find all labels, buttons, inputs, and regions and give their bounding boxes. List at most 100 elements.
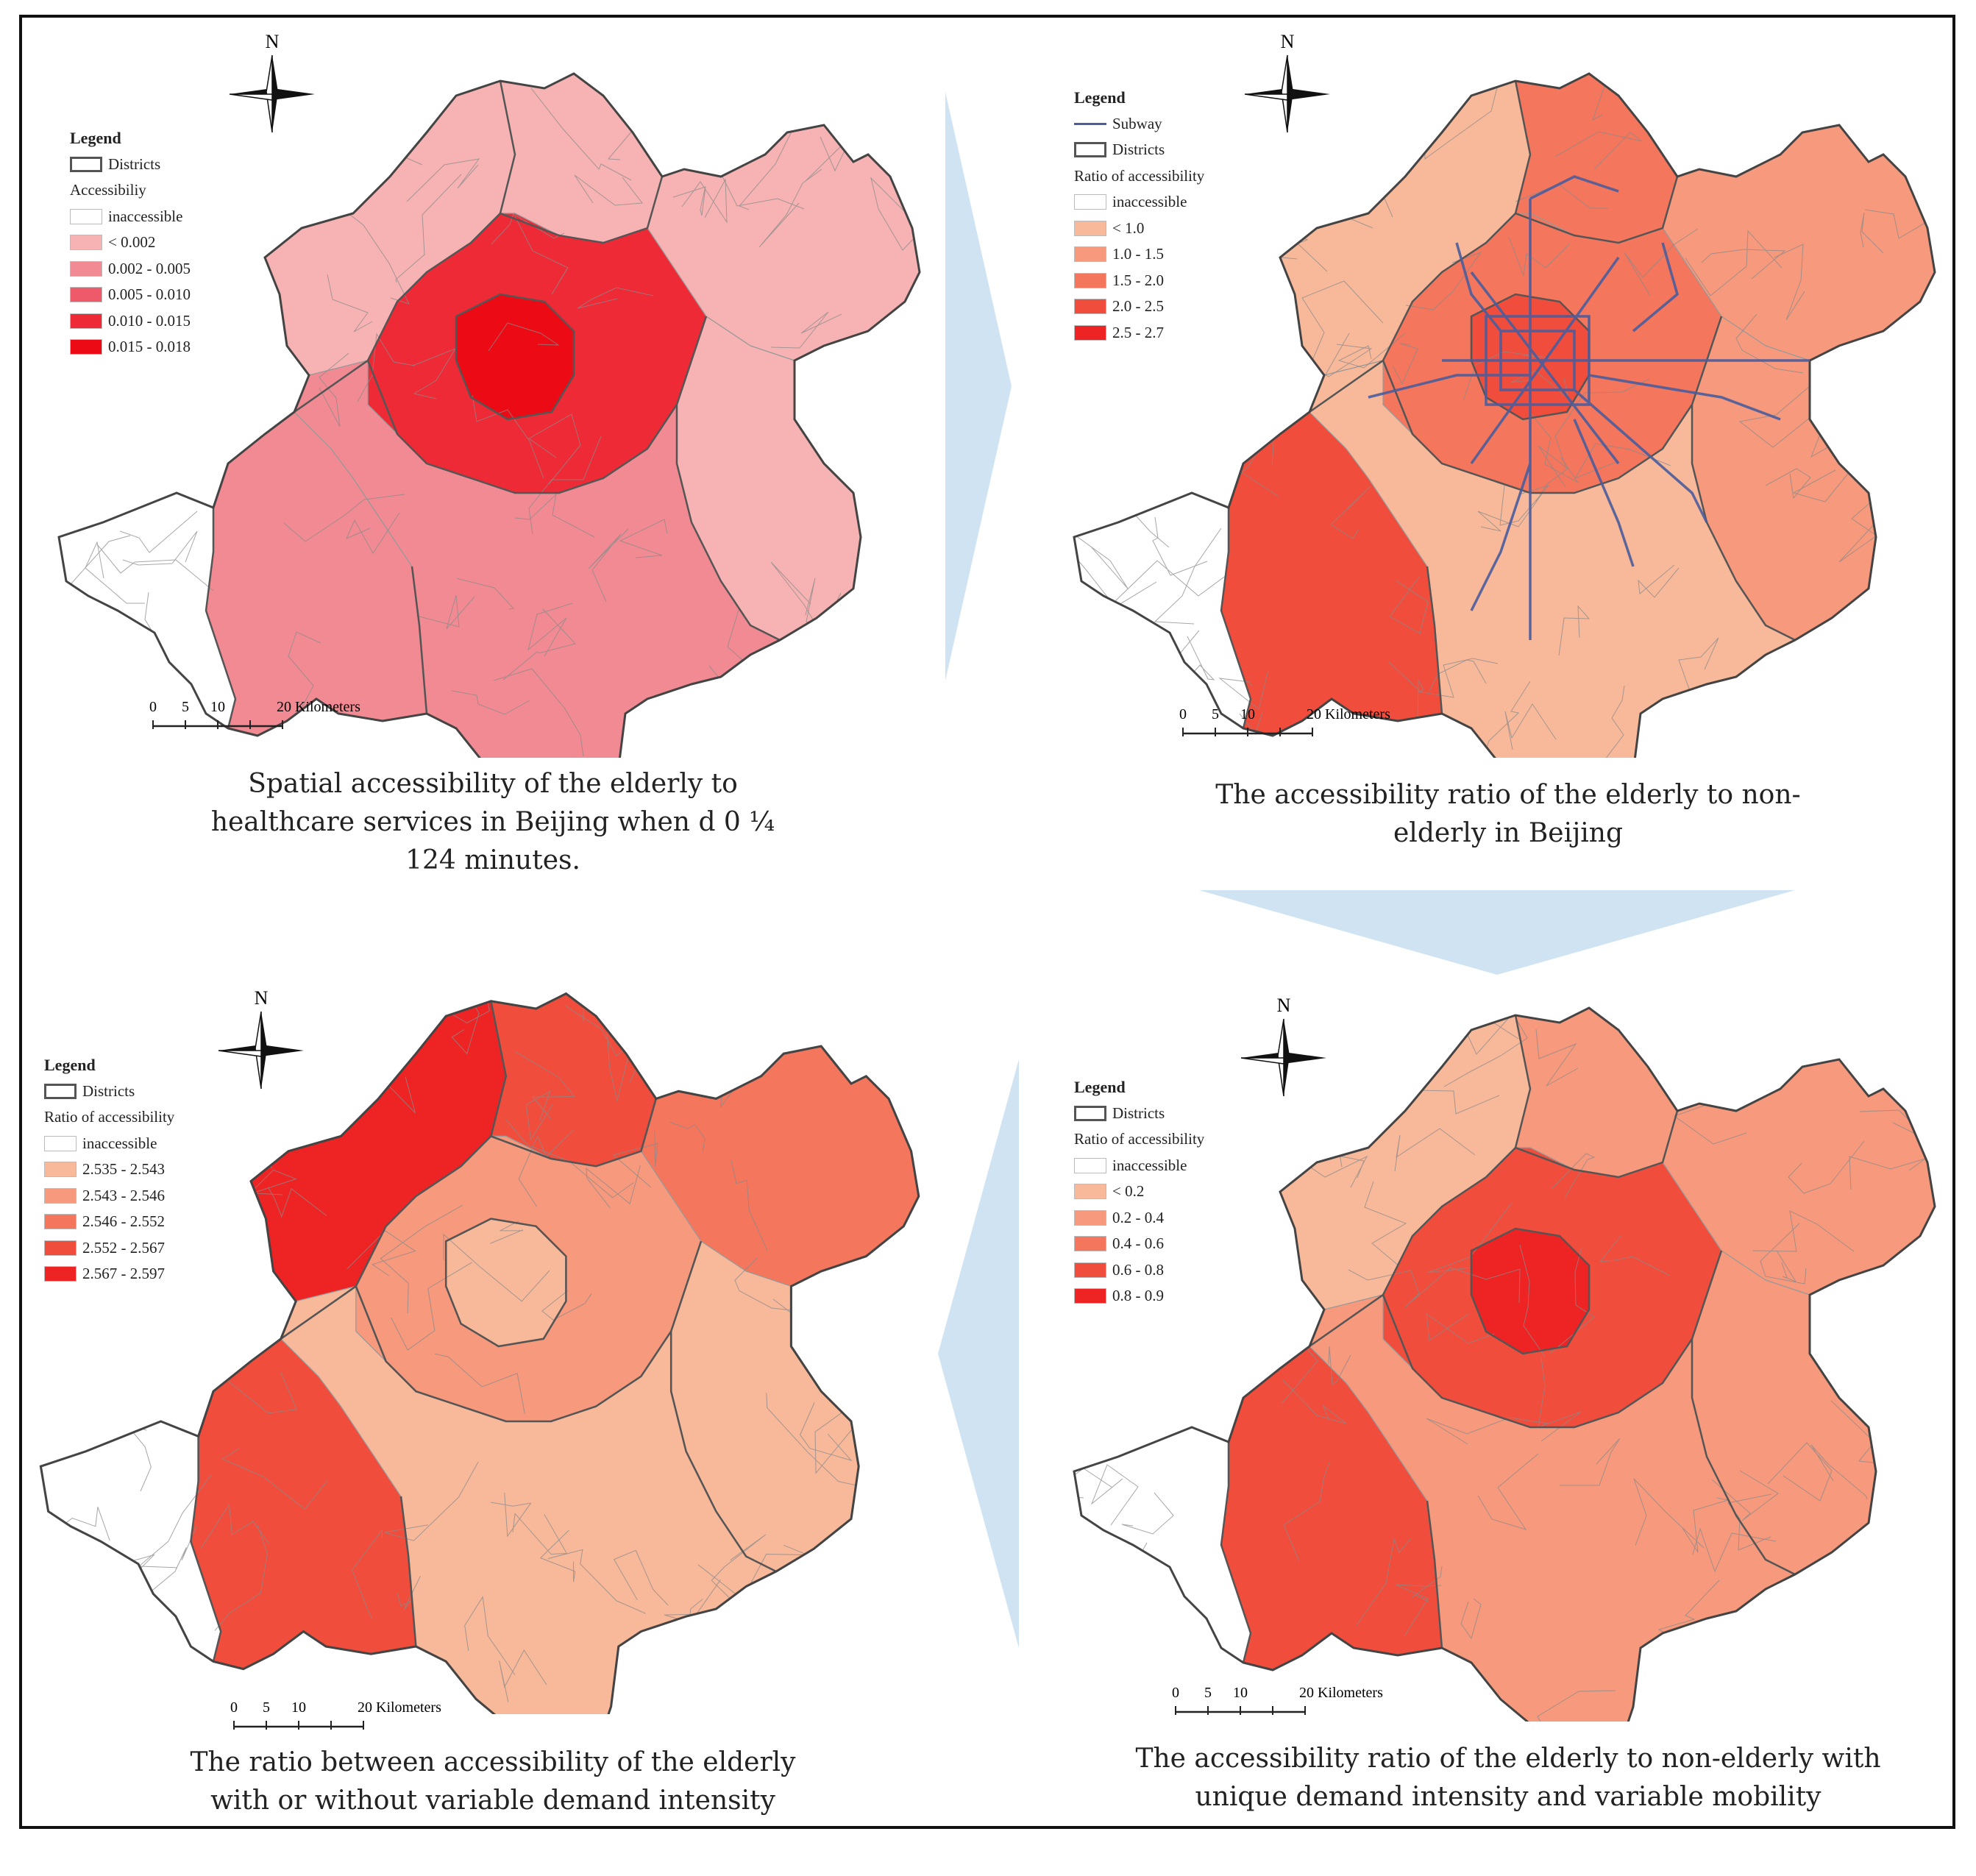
north-label: N	[1281, 31, 1295, 52]
legend-swatch	[70, 287, 102, 303]
legend-swatch	[1074, 220, 1106, 236]
legend-label: Districts	[1112, 1104, 1165, 1122]
north-arrow-icon: N	[229, 31, 315, 133]
district-boundary-icon	[1074, 1105, 1106, 1121]
legend-label: Subway	[1112, 114, 1162, 132]
legend-swatch	[1074, 299, 1106, 315]
district-boundaries	[190, 1001, 777, 1662]
map-caption: The ratio between accessibility of the e…	[44, 1744, 942, 1820]
legend-swatch	[1074, 1157, 1106, 1173]
scale-tick-label: 0	[149, 699, 157, 715]
scale-tick-label: 0	[230, 1699, 238, 1716]
district-map	[39, 992, 920, 1714]
legend-label: Districts	[108, 154, 161, 173]
legend-title: Legend	[1074, 1078, 1126, 1096]
district-boundaries	[1220, 80, 1796, 729]
north-label: N	[266, 31, 280, 52]
subway-line-icon	[1074, 122, 1106, 125]
legend-row-class: 2.567 - 2.597	[44, 1261, 174, 1287]
caption-line: The accessibility ratio of the elderly t…	[1135, 1744, 1881, 1774]
legend-title: Legend	[70, 129, 121, 147]
legend-row-class: inaccessible	[44, 1131, 174, 1157]
legend-row-class: 0.010 - 0.015	[70, 308, 191, 335]
legend-row-class: 0.005 - 0.010	[70, 282, 191, 308]
legend-swatch	[70, 313, 102, 329]
legend-swatch	[44, 1266, 77, 1282]
legend-subtitle: Ratio of accessibility	[1074, 166, 1205, 185]
legend-swatch	[1074, 1184, 1106, 1200]
legend-label: 2.0 - 2.5	[1112, 297, 1164, 315]
caption-line: unique demand intensity and variable mob…	[1195, 1782, 1822, 1812]
legend-row-class: 0.002 - 0.005	[70, 256, 191, 283]
scale-tick-label: 20 Kilometers	[358, 1699, 441, 1716]
legend-row-class: < 0.002	[70, 230, 191, 256]
scale-tick-label: 20 Kilometers	[1299, 1685, 1383, 1701]
caption-line: 124 minutes.	[405, 845, 580, 875]
panel-ratio-elderly-nonelderly: N Legend Subway Districts Ratio of accessibi…	[1045, 22, 1976, 912]
scale-tick-label: 5	[263, 1699, 270, 1716]
legend-label: < 1.0	[1112, 218, 1145, 237]
caption-line: healthcare services in Beijing when d 0 …	[210, 807, 775, 837]
legend-row-class: 2.535 - 2.543	[44, 1156, 174, 1183]
district-map	[1073, 1006, 1936, 1722]
caption-line: The accessibility ratio of the elderly t…	[1215, 780, 1801, 810]
legend-label: 0.010 - 0.015	[108, 311, 191, 330]
region-north	[1515, 1008, 1678, 1178]
panel-ratio-unique-demand-mobility: N Legend Districts Ratio of accessibility in…	[1045, 986, 1976, 1876]
legend-title: Legend	[1074, 88, 1126, 107]
scale-tick-label: 10	[210, 699, 225, 715]
scale-tick-label: 5	[1212, 706, 1219, 722]
legend-swatch	[1074, 324, 1106, 341]
legend-label: 0.002 - 0.005	[108, 259, 191, 277]
map-caption: The accessibility ratio of the elderly t…	[1059, 776, 1957, 853]
legend-row-districts: Districts	[1074, 1101, 1204, 1127]
legend-row-class: inaccessible	[1074, 1153, 1204, 1179]
legend-label: 2.535 - 2.543	[82, 1160, 165, 1178]
legend-swatch	[70, 235, 102, 251]
district-boundary-icon	[44, 1083, 77, 1099]
region-north	[1515, 74, 1678, 244]
legend-label: < 0.2	[1112, 1182, 1145, 1200]
legend-swatch	[44, 1187, 77, 1204]
legend-row-class: 0.8 - 0.9	[1074, 1283, 1204, 1310]
legend-row-class: 2.546 - 2.552	[44, 1209, 174, 1235]
scale-tick-label: 0	[1172, 1685, 1179, 1701]
legend-label: 2.543 - 2.546	[82, 1186, 165, 1204]
legend-row-class: 0.2 - 0.4	[1074, 1205, 1204, 1232]
legend-swatch	[44, 1240, 77, 1256]
arrow-down	[1199, 890, 1795, 975]
city-outline	[1073, 72, 1936, 758]
legend-label: inaccessible	[108, 207, 183, 225]
map-caption: Spatial accessibility of the elderly to h…	[44, 765, 942, 880]
map-caption: The accessibility ratio of the elderly t…	[1059, 1740, 1957, 1816]
legend-label: inaccessible	[1112, 1156, 1187, 1174]
legend-row-class: inaccessible	[70, 204, 191, 230]
subway-lines	[1368, 175, 1810, 640]
north-label: N	[1277, 995, 1291, 1016]
district-boundaries	[205, 80, 781, 729]
region-north	[500, 74, 663, 244]
legend-subtitle: Accessibiliy	[70, 181, 146, 199]
map-legend: Legend Districts Ratio of accessibility ina…	[44, 1052, 174, 1287]
scale-tick-label: 10	[291, 1699, 306, 1716]
scale-bar: 0 5 10 20 Kilometers	[230, 1699, 441, 1730]
scale-tick-label: 20 Kilometers	[277, 699, 360, 715]
panel-elderly-accessibility: N Legend Districts Accessibiliy inaccessible…	[29, 22, 978, 912]
legend-row-class: 2.5 - 2.7	[1074, 320, 1204, 347]
north-arrow-icon: N	[1240, 995, 1326, 1097]
legend-swatch	[1074, 1236, 1106, 1252]
legend-label: Districts	[82, 1081, 135, 1100]
legend-row-class: 2.0 - 2.5	[1074, 294, 1204, 320]
north-arrow-icon: N	[1244, 31, 1330, 133]
legend-label: 2.546 - 2.552	[82, 1212, 165, 1230]
legend-swatch	[1074, 272, 1106, 288]
scale-bar: 0 5 10 20 Kilometers	[1172, 1685, 1383, 1715]
legend-label: 0.4 - 0.6	[1112, 1234, 1164, 1252]
legend-swatch	[1074, 246, 1106, 263]
legend-row-class: 1.0 - 1.5	[1074, 241, 1204, 268]
legend-row-districts: Districts	[44, 1079, 174, 1105]
legend-swatch	[1074, 194, 1106, 210]
legend-swatch	[44, 1162, 77, 1178]
legend-row-class: 0.015 - 0.018	[70, 334, 191, 360]
legend-label: 0.015 - 0.018	[108, 338, 191, 355]
